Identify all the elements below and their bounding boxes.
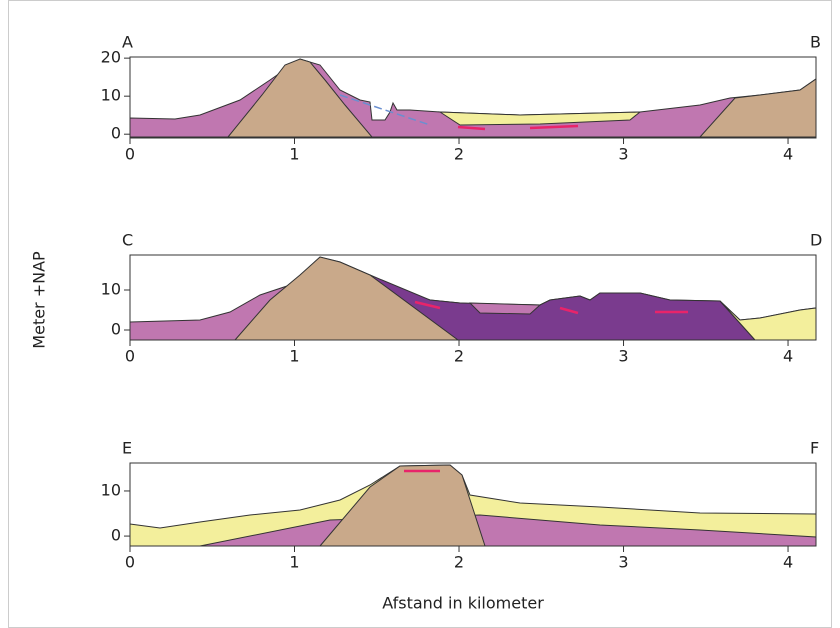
x-tick-label: 1 bbox=[289, 553, 299, 572]
x-tick-label: 4 bbox=[783, 145, 793, 164]
marker bbox=[414, 300, 688, 315]
layer-clay bbox=[468, 302, 542, 315]
plot-frame bbox=[129, 462, 817, 547]
section-label: E bbox=[122, 439, 132, 458]
x-tick-label: 1 bbox=[289, 347, 299, 366]
y-tick-label: 0 bbox=[111, 320, 121, 339]
y-axis-label: Meter +NAP bbox=[30, 251, 49, 349]
x-tick-label: 3 bbox=[618, 347, 628, 366]
y-tick-label: 20 bbox=[101, 48, 121, 67]
section-ab bbox=[129, 58, 817, 138]
x-tick-label: 0 bbox=[125, 347, 135, 366]
x-tick-label: 4 bbox=[783, 347, 793, 366]
x-tick-label: 2 bbox=[454, 347, 464, 366]
section-label: F bbox=[810, 439, 819, 458]
y-tick-label: 10 bbox=[101, 86, 121, 105]
y-tick-label: 10 bbox=[101, 480, 121, 499]
plot-frame bbox=[129, 254, 817, 341]
x-tick-label: 0 bbox=[125, 553, 135, 572]
marker bbox=[457, 124, 579, 131]
section-ef bbox=[129, 464, 817, 547]
x-tick-label: 3 bbox=[618, 145, 628, 164]
section-label: B bbox=[810, 33, 821, 52]
layer-sand bbox=[438, 111, 642, 126]
x-axis-label: Afstand in kilometer bbox=[382, 594, 544, 613]
y-tick-label: 10 bbox=[101, 280, 121, 299]
section-label: D bbox=[810, 231, 822, 250]
x-tick-label: 2 bbox=[454, 145, 464, 164]
section-label: A bbox=[122, 33, 133, 52]
x-tick-label: 3 bbox=[618, 553, 628, 572]
x-tick-label: 0 bbox=[125, 145, 135, 164]
section-cd bbox=[129, 256, 817, 341]
plot-frame bbox=[129, 56, 817, 139]
y-tick-label: 0 bbox=[111, 124, 121, 143]
x-tick-label: 4 bbox=[783, 553, 793, 572]
hill bbox=[226, 58, 374, 138]
hill bbox=[233, 256, 460, 341]
dashed-line bbox=[339, 94, 431, 126]
y-tick-label: 0 bbox=[111, 526, 121, 545]
x-tick-label: 1 bbox=[289, 145, 299, 164]
x-tick-label: 2 bbox=[454, 553, 464, 572]
section-label: C bbox=[122, 231, 133, 250]
